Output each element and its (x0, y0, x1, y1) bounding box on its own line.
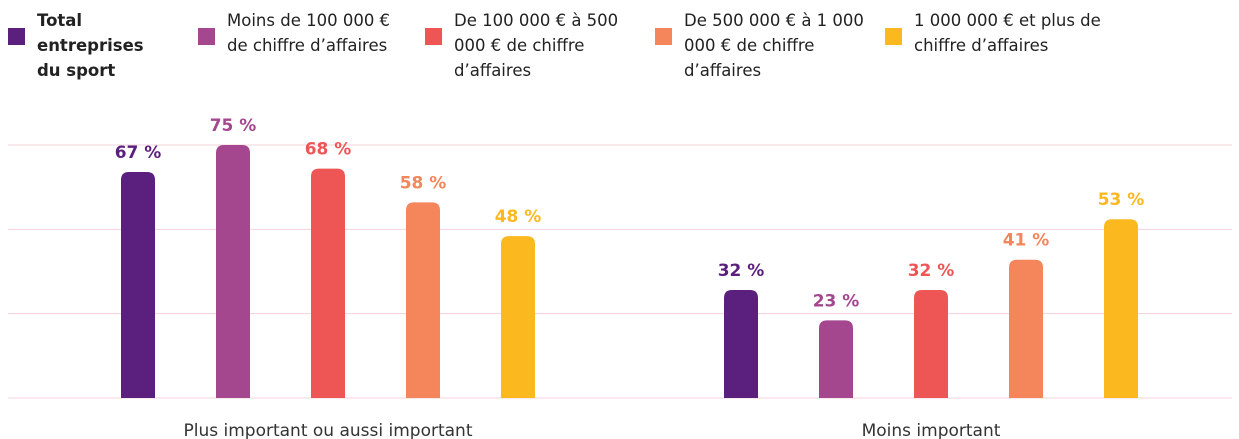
legend-label: Moins de 100 000 € de chiffre d’affaires (227, 11, 391, 55)
bar (311, 168, 345, 398)
data-label: 53 % (1098, 190, 1145, 210)
legend-swatch (198, 28, 215, 45)
legend-item: 1 000 000 € et plus de chiffre d’affaire… (885, 8, 1104, 58)
legend-swatch (425, 28, 442, 45)
bar (914, 290, 948, 398)
legend-label: De 500 000 € à 1 000 000 € de chiffre d’… (684, 11, 864, 80)
data-label: 48 % (495, 207, 542, 227)
data-label: 68 % (305, 140, 352, 160)
data-label: 23 % (813, 291, 860, 311)
legend-label: De 100 000 € à 500 000 € de chiffre d’af… (454, 11, 619, 80)
bar (406, 202, 440, 398)
legend-item: De 100 000 € à 500 000 € de chiffre d’af… (425, 8, 644, 83)
bar (216, 145, 250, 398)
bar (501, 236, 535, 398)
x-tick-label: Plus important ou aussi important (184, 421, 473, 439)
data-label: 67 % (115, 143, 162, 163)
bar (724, 290, 758, 398)
data-label: 75 % (210, 116, 257, 136)
x-tick-label: Moins important (862, 421, 1001, 439)
data-label: 32 % (718, 261, 765, 281)
bar (1009, 259, 1043, 398)
legend: Total entreprises du sport Moins de 100 0… (0, 8, 1239, 108)
bar (819, 320, 853, 398)
legend-item: Moins de 100 000 € de chiffre d’affaires (198, 8, 397, 58)
legend-label: Total entreprises du sport (37, 11, 144, 80)
legend-label: 1 000 000 € et plus de chiffre d’affaire… (914, 11, 1101, 55)
legend-swatch (655, 28, 672, 45)
legend-swatch (8, 28, 25, 45)
legend-item: De 500 000 € à 1 000 000 € de chiffre d’… (655, 8, 864, 83)
legend-item: Total entreprises du sport (8, 8, 157, 83)
legend-swatch (885, 28, 902, 45)
data-label: 41 % (1003, 231, 1050, 251)
data-label: 32 % (908, 261, 955, 281)
data-label: 58 % (400, 173, 447, 193)
bar (121, 171, 155, 398)
bar (1104, 219, 1138, 398)
